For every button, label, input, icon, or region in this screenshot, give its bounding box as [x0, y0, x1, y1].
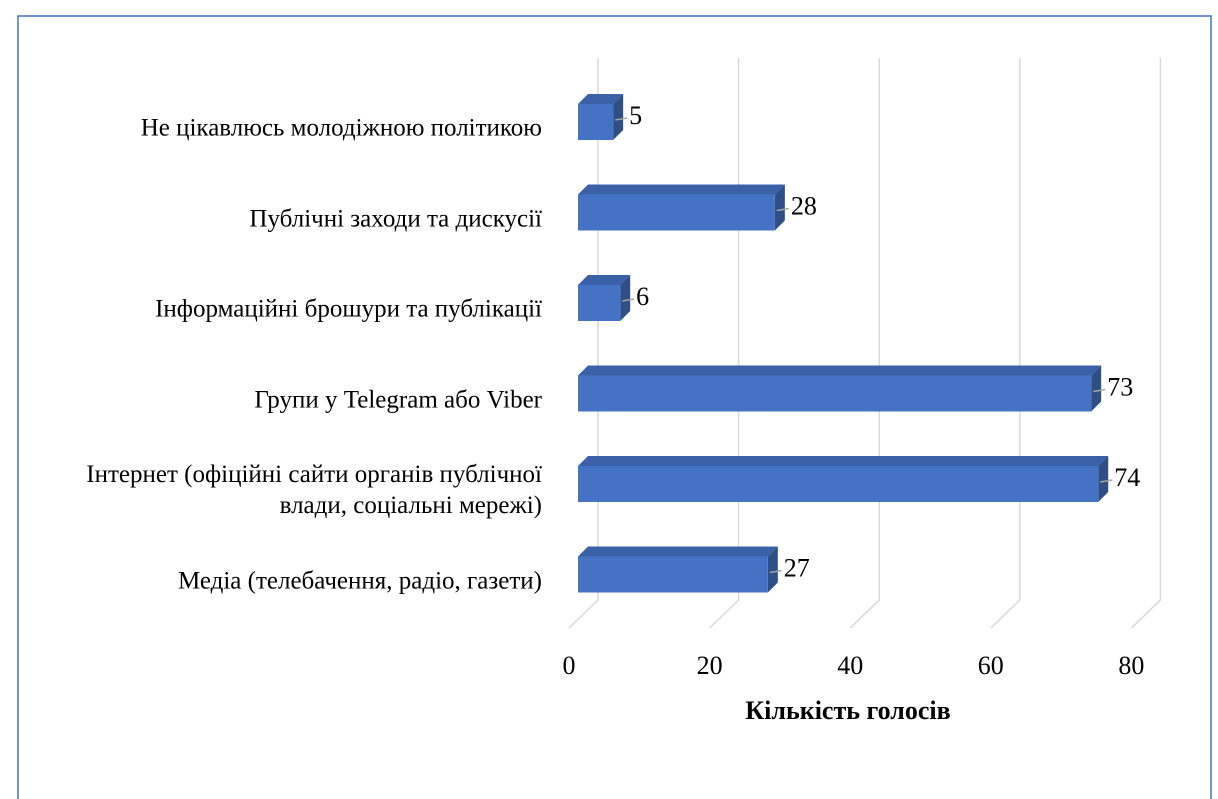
y-tick-label: Медіа (телебачення, радіо, газети)	[177, 567, 542, 594]
data-label: 6	[636, 282, 649, 311]
y-tick-label: Публічні заходи та дискусії	[249, 205, 542, 232]
bar-front	[578, 285, 621, 321]
data-label: 27	[784, 553, 810, 582]
data-label: 73	[1107, 372, 1133, 401]
bar-top	[578, 184, 785, 195]
y-tick-label: Інтернет (офіційні сайти органів публічн…	[86, 461, 542, 519]
x-tick-label: 60	[978, 651, 1004, 680]
leader-line	[769, 569, 782, 574]
grid-line	[568, 58, 599, 629]
bar-front	[578, 375, 1092, 412]
bar-front	[578, 104, 614, 140]
grid-line	[849, 58, 880, 629]
bar-top	[578, 546, 778, 557]
bar-side	[620, 275, 631, 321]
y-tick-label: Інформаційні брошури та публікації	[155, 295, 542, 323]
leader-line	[1093, 388, 1106, 393]
bar-side	[1091, 365, 1102, 412]
x-axis-title: Кількість голосів	[745, 696, 950, 725]
grid-line	[1130, 58, 1162, 629]
bar	[578, 184, 785, 231]
data-label: 28	[791, 191, 817, 220]
frame	[17, 15, 1212, 799]
leader-line	[622, 298, 635, 302]
data-label: 5	[629, 101, 642, 130]
x-tick-label: 0	[563, 651, 576, 680]
leader-line	[615, 117, 628, 121]
bar	[578, 456, 1109, 502]
bar-side	[1098, 456, 1109, 502]
data-label: 74	[1114, 463, 1140, 492]
bar	[578, 275, 631, 321]
bar	[578, 94, 624, 140]
bar-top	[578, 94, 624, 104]
bar-front	[578, 556, 768, 593]
y-tick-label: Не цікавлюсь молодіжною політикою	[140, 114, 542, 142]
bar	[578, 546, 778, 593]
x-tick-label: 40	[837, 651, 863, 680]
leader-line	[776, 207, 789, 212]
bar-side	[767, 546, 778, 593]
bar-top	[578, 456, 1109, 466]
bar-top	[578, 275, 631, 285]
grid-line	[709, 58, 740, 629]
y-tick-label: Групи у Telegram або Viber	[254, 386, 542, 413]
bar	[578, 365, 1102, 412]
bar-side	[774, 184, 785, 231]
bar-side	[613, 94, 624, 140]
bar-top	[578, 365, 1102, 376]
bar-front	[578, 194, 775, 231]
grid-line	[990, 58, 1021, 629]
leader-line	[1100, 479, 1113, 483]
bar-front	[578, 466, 1099, 502]
x-tick-label: 20	[697, 651, 723, 680]
x-tick-label: 80	[1118, 651, 1144, 680]
